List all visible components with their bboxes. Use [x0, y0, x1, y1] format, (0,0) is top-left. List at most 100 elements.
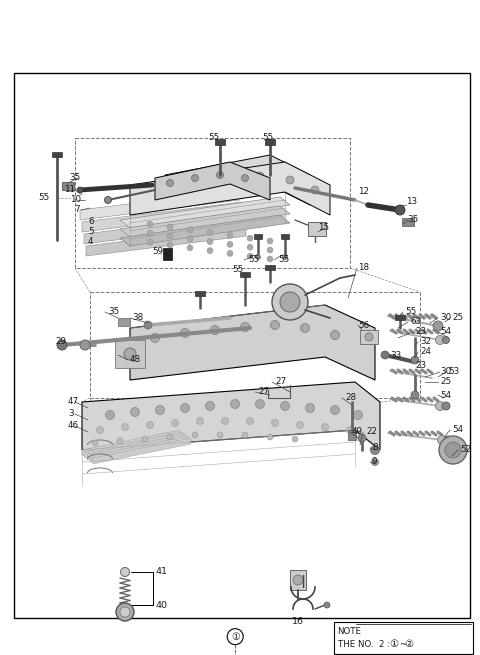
Text: 30: 30 [440, 314, 451, 322]
Circle shape [147, 230, 153, 236]
Circle shape [167, 224, 173, 230]
Circle shape [411, 356, 419, 364]
Text: 27: 27 [258, 388, 269, 396]
Circle shape [280, 402, 289, 411]
Circle shape [247, 417, 253, 424]
Circle shape [57, 340, 67, 350]
Circle shape [442, 402, 450, 410]
Circle shape [151, 333, 159, 343]
Text: 23: 23 [415, 360, 426, 369]
Text: ②: ② [405, 639, 414, 648]
Circle shape [267, 434, 273, 440]
Text: 56: 56 [358, 320, 369, 329]
Polygon shape [120, 206, 290, 237]
Circle shape [171, 419, 179, 426]
Text: 35: 35 [108, 307, 119, 316]
Bar [118, 318, 130, 326]
Circle shape [411, 391, 419, 399]
Polygon shape [87, 434, 185, 460]
Circle shape [142, 436, 148, 442]
Text: 63: 63 [410, 318, 421, 326]
Circle shape [106, 411, 115, 419]
Text: 25: 25 [440, 377, 451, 386]
Circle shape [167, 242, 173, 248]
Text: 33: 33 [390, 350, 401, 360]
Circle shape [358, 434, 366, 442]
Polygon shape [82, 430, 180, 456]
Text: 55: 55 [262, 132, 273, 141]
Polygon shape [80, 190, 240, 220]
Text: 55: 55 [38, 193, 49, 202]
Text: 55: 55 [248, 255, 259, 265]
Circle shape [443, 337, 449, 343]
Text: 54: 54 [452, 426, 463, 434]
Circle shape [255, 400, 264, 409]
Circle shape [192, 432, 198, 438]
Circle shape [445, 442, 461, 458]
Circle shape [167, 233, 173, 239]
Circle shape [347, 426, 353, 434]
Text: 54: 54 [440, 328, 451, 337]
Circle shape [167, 434, 173, 440]
Circle shape [171, 181, 179, 189]
Circle shape [147, 221, 153, 227]
Text: 59: 59 [152, 248, 163, 257]
Bar [115, 340, 145, 368]
Bar [360, 330, 378, 344]
Circle shape [180, 329, 190, 337]
Text: ~: ~ [398, 640, 406, 648]
Bar [215, 139, 225, 145]
Circle shape [116, 603, 134, 621]
Bar [334, 622, 473, 654]
Text: 4: 4 [88, 238, 94, 246]
Text: 46: 46 [68, 422, 79, 430]
Text: 52: 52 [460, 445, 471, 455]
Text: 41: 41 [155, 567, 167, 576]
Polygon shape [86, 226, 246, 256]
Text: ①: ① [390, 639, 398, 648]
Bar [62, 182, 74, 190]
Bar [240, 272, 250, 277]
Circle shape [435, 335, 444, 345]
Text: 32: 32 [420, 337, 431, 346]
Text: 22: 22 [366, 428, 377, 436]
Bar [395, 315, 405, 320]
Circle shape [437, 436, 446, 445]
Circle shape [207, 238, 213, 244]
Text: 55: 55 [232, 265, 243, 274]
Circle shape [283, 255, 288, 259]
Circle shape [196, 178, 204, 186]
Polygon shape [82, 382, 380, 450]
Circle shape [444, 436, 452, 444]
Circle shape [226, 175, 234, 183]
Text: 53: 53 [448, 367, 459, 377]
Circle shape [331, 405, 339, 415]
Circle shape [322, 424, 328, 430]
Circle shape [305, 403, 314, 413]
Circle shape [267, 247, 273, 253]
Bar [308, 222, 326, 236]
Text: 40: 40 [155, 601, 167, 610]
Circle shape [227, 233, 233, 238]
Circle shape [280, 292, 300, 312]
Circle shape [331, 331, 339, 339]
Circle shape [192, 174, 199, 181]
Circle shape [96, 426, 104, 434]
Circle shape [120, 607, 130, 617]
Circle shape [267, 256, 273, 262]
Circle shape [121, 424, 129, 430]
Text: 47: 47 [68, 398, 79, 407]
Circle shape [247, 253, 253, 259]
Circle shape [105, 196, 111, 204]
Circle shape [241, 174, 249, 181]
Text: 28: 28 [345, 394, 356, 403]
Circle shape [286, 176, 294, 184]
Text: 25: 25 [452, 314, 463, 322]
Polygon shape [130, 305, 375, 380]
Circle shape [92, 440, 98, 446]
Text: 54: 54 [440, 390, 451, 400]
Circle shape [247, 235, 253, 241]
Circle shape [131, 407, 140, 417]
Circle shape [124, 348, 136, 360]
Polygon shape [90, 436, 188, 462]
